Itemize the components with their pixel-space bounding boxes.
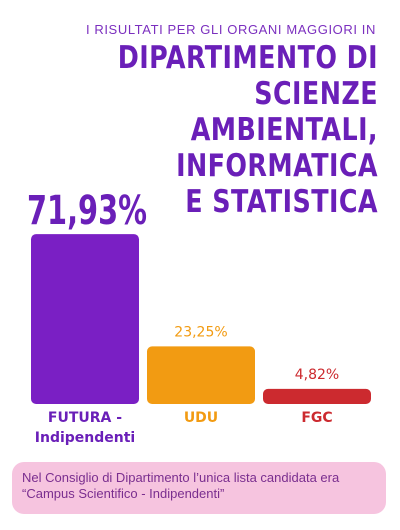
value-label-0: 71,93%: [27, 188, 147, 234]
bar-1: [147, 346, 255, 404]
footnote-line-2: “Campus Scientifico - Indipendenti”: [22, 486, 225, 501]
bar-chart: 71,93% FUTURA - Indipendenti 23,25% UDU 4,82%…: [27, 188, 371, 446]
value-label-2: 4,82%: [295, 367, 339, 383]
title-line-2: AMBIENTALI, INFORMATICA: [176, 112, 378, 184]
page-title: DIPARTIMENTO DI SCIENZE AMBIENTALI, INFO…: [84, 40, 378, 220]
bar-0: [31, 234, 139, 404]
title-line-1: DIPARTIMENTO DI SCIENZE: [117, 40, 378, 112]
category-label-1-0: UDU: [184, 410, 218, 426]
category-label-2-0: FGC: [301, 410, 332, 426]
footnote-box: Nel Consiglio di Dipartimento l’unica li…: [12, 462, 386, 514]
bar-2: [263, 388, 371, 404]
category-label-0-1: Indipendenti: [35, 430, 135, 446]
footnote-line-1: Nel Consiglio di Dipartimento l’unica li…: [22, 470, 340, 485]
title-line-3: E STATISTICA: [185, 184, 378, 220]
category-label-0-0: FUTURA -: [48, 410, 122, 426]
header-kicker: I RISULTATI PER GLI ORGANI MAGGIORI IN: [85, 22, 376, 37]
value-label-1: 23,25%: [174, 324, 227, 340]
